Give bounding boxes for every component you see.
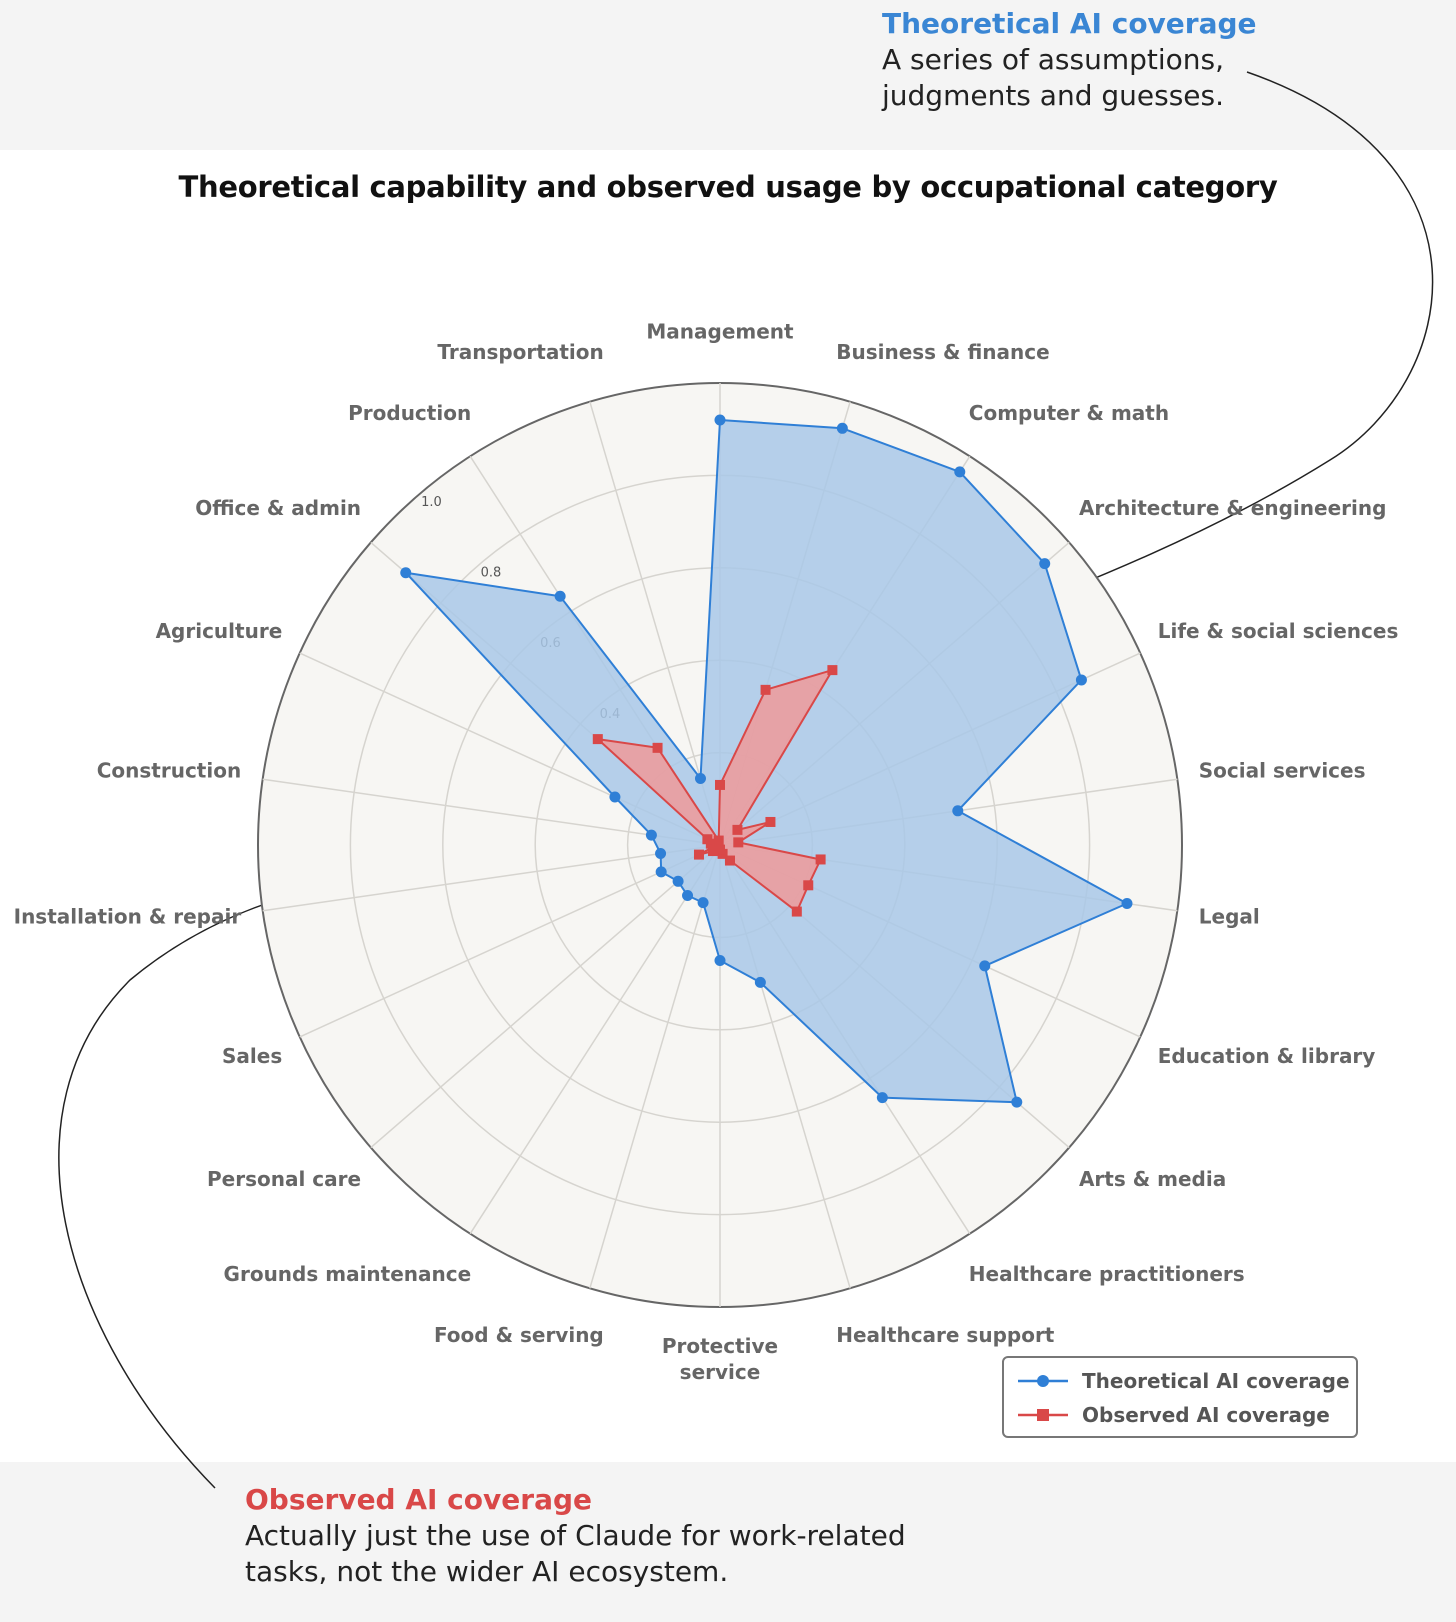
category-label: Sales [222,1044,282,1068]
theoretical-point [754,976,766,988]
theoretical-point [655,848,667,860]
theoretical-point [979,960,991,972]
theoretical-point [954,466,966,478]
observed-point [827,665,838,676]
category-label: Healthcare practitioners [969,1262,1245,1286]
theoretical-point [672,875,684,887]
category-label: Social services [1199,759,1366,783]
observed-point [815,854,826,865]
observed-point [693,849,704,860]
observed-annotation: Observed AI coverage Actually just the u… [245,1482,965,1590]
theoretical-point [554,590,566,602]
category-labels: Management Business & finance Computer & m… [14,320,1399,1384]
theoretical-point [609,791,621,803]
category-label: Agriculture [156,619,283,643]
grid-spoke [589,401,721,846]
category-label: Installation & repair [14,904,242,928]
observed-point [733,837,744,848]
category-label-line: service [680,1360,761,1384]
category-label: Food & serving [434,1323,604,1347]
category-label: Management [646,320,794,344]
theoretical-point [694,773,706,785]
category-label: Healthcare support [836,1323,1055,1347]
category-label: Transportation [437,340,603,364]
observed-point [715,779,725,790]
category-label: Business & finance [836,340,1049,364]
observed-point [724,855,735,866]
observed-annotation-body: Actually just the use of Claude for work… [245,1519,906,1588]
theoretical-point [1039,558,1051,570]
legend-item-observed: Observed AI coverage [1018,1400,1330,1430]
bottom-annotation-band [0,1462,1456,1622]
observed-point [713,835,724,846]
top-annotation-band [0,0,1456,150]
observed-point [791,906,802,917]
theoretical-point [697,897,709,909]
theoretical-point [400,567,412,579]
radial-tick-label: 1.0 [421,495,442,510]
legend-label-theoretical: Theoretical AI coverage [1082,1369,1350,1393]
category-label: Office & admin [195,496,361,520]
observed-point [732,824,743,835]
theoretical-point [655,866,667,878]
category-label: Construction [97,759,241,783]
theoretical-annotation: Theoretical AI coverage A series of assu… [882,6,1322,114]
theoretical-point [1011,1096,1023,1108]
theoretical-point [682,890,694,902]
theoretical-point [1075,674,1087,686]
legend-label-observed: Observed AI coverage [1082,1403,1330,1427]
grid-spoke [299,844,721,1038]
category-label: Personal care [207,1167,361,1191]
observed-point [702,834,713,845]
category-label: Architecture & engineering [1079,496,1386,520]
chart-series [400,414,1133,1108]
category-label: Education & library [1158,1044,1376,1068]
chart-legend: Theoretical AI coverage Observed AI cove… [1002,1356,1358,1438]
category-label: Protective service [662,1334,778,1384]
observed-point [760,684,771,695]
grid-spoke [589,844,721,1289]
theoretical-point [836,422,848,434]
theoretical-annotation-body: A series of assumptions, judgments and g… [882,43,1225,112]
observed-point [708,846,719,857]
legend-item-theoretical: Theoretical AI coverage [1018,1366,1350,1396]
category-label: Life & social sciences [1158,619,1399,643]
grid-spoke [262,844,721,912]
observed-point [803,880,814,891]
grid-spoke [262,778,721,846]
observed-point [652,742,663,753]
theoretical-annotation-title: Theoretical AI coverage [882,7,1257,40]
grid-spoke [370,844,721,1149]
theoretical-point [645,829,657,841]
observed-point [765,816,776,827]
legend-line-circle-icon [1018,1375,1068,1387]
category-label-line: Protective [662,1334,778,1358]
radial-tick-label: 0.8 [481,565,502,580]
chart-title: Theoretical capability and observed usag… [178,170,1278,204]
category-label: Arts & media [1079,1167,1226,1191]
grid-spoke [469,844,721,1235]
observed-annotation-title: Observed AI coverage [245,1483,592,1516]
theoretical-point [714,414,726,426]
legend-line-square-icon [1018,1409,1068,1421]
category-label: Production [348,401,471,425]
theoretical-point [714,955,726,966]
theoretical-callout-line [984,71,1434,623]
category-label: Computer & math [969,401,1169,425]
observed-point [592,734,603,745]
category-label: Legal [1199,904,1260,928]
theoretical-point [952,805,964,817]
category-label: Grounds maintenance [224,1262,472,1286]
theoretical-point [876,1092,888,1104]
theoretical-point [1121,898,1133,910]
